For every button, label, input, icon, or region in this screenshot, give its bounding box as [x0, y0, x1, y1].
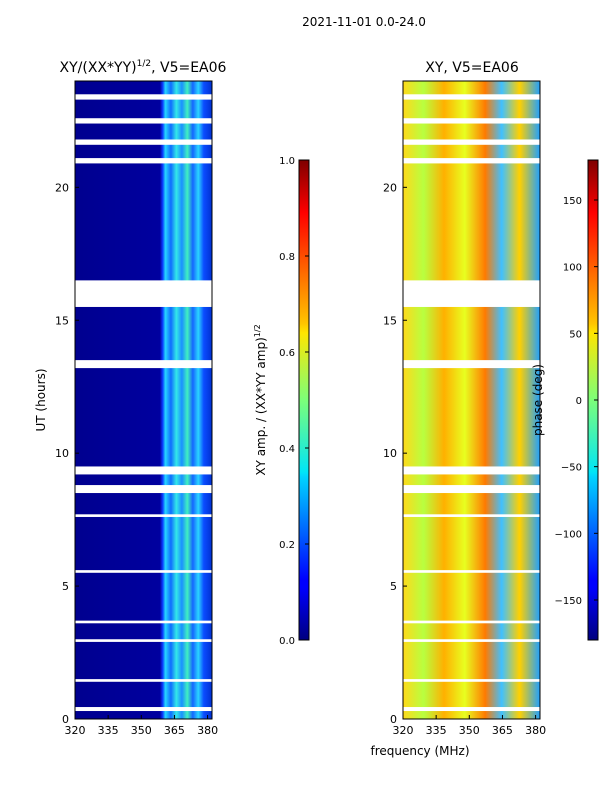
colorbar-tick-label: −150 [555, 596, 582, 607]
colorbar-tick-label: 0.6 [279, 348, 295, 359]
colorbar-tick-label: 100 [563, 263, 582, 274]
right-panel-title: XY, V5=EA06 [425, 60, 519, 76]
flagged-band [403, 514, 540, 517]
flagged-band [75, 639, 212, 642]
flagged-band [403, 466, 540, 475]
colorbar-tick-label: 0.8 [279, 252, 295, 263]
flagged-band [403, 707, 540, 712]
colorbar-tick-label: 50 [569, 329, 582, 340]
x-tick-label: 365 [164, 724, 185, 737]
x-tick-label: 335 [98, 724, 119, 737]
y-tick-label: 10 [383, 447, 397, 460]
x-tick-label: 380 [197, 724, 218, 737]
flagged-band [403, 158, 540, 164]
right-colorbar: −150 −100 −50 0 50 100 150 phase (deg) [531, 159, 599, 641]
flagged-band [75, 485, 212, 494]
right-colorbar-label: phase (deg) [531, 364, 545, 436]
left-axes-frame [74, 80, 213, 720]
flagged-band [403, 485, 540, 494]
flagged-band [75, 514, 212, 517]
flagged-band [75, 280, 212, 307]
colorbar-tick-label: 0.2 [279, 540, 295, 551]
right-panel: XY, V5=EA06 320 335 350 365 380 0 5 10 15 20 fre… [370, 60, 546, 758]
colorbar-tick-label: −50 [561, 463, 582, 474]
flagged-band [75, 94, 212, 100]
flagged-band [403, 360, 540, 369]
flagged-band [403, 94, 540, 100]
y-tick-label: 0 [390, 713, 397, 726]
colorbar-tick-label: −100 [555, 529, 582, 540]
left-colorbar: 0.0 0.2 0.4 0.6 0.8 1.0 XY amp. / (XX*YY amp)… [253, 156, 310, 647]
y-tick-label: 0 [62, 713, 69, 726]
flagged-band [403, 639, 540, 642]
left-colorbar-label: XY amp. / (XX*YY amp)1/2 [253, 324, 268, 475]
flagged-band [403, 679, 540, 682]
left-colorbar-gradient [298, 159, 310, 641]
y-tick-label: 10 [55, 447, 69, 460]
x-tick-label: 380 [525, 724, 546, 737]
x-tick-label: 320 [393, 724, 414, 737]
flagged-band [403, 570, 540, 573]
left-panel-title: XY/(XX*YY)1/2, V5=EA06 [60, 59, 227, 76]
x-tick-label: 320 [65, 724, 86, 737]
colorbar-tick-label: 0.4 [279, 444, 295, 455]
figure-title: 2021-11-01 0.0-24.0 [302, 15, 426, 29]
flagged-band [75, 466, 212, 475]
y-tick-label: 15 [383, 314, 397, 327]
left-heatmap [75, 81, 212, 719]
y-tick-label: 5 [390, 580, 397, 593]
left-y-axis-label: UT (hours) [34, 368, 48, 431]
colorbar-tick-label: 1.0 [279, 156, 295, 167]
x-tick-label: 350 [459, 724, 480, 737]
y-tick-label: 20 [55, 181, 69, 194]
left-panel: XY/(XX*YY)1/2, V5=EA06 320 335 350 365 380 0… [34, 59, 227, 737]
flagged-band [75, 158, 212, 164]
colorbar-tick-label: 150 [563, 196, 582, 207]
flagged-band [403, 139, 540, 145]
flagged-band [75, 620, 212, 624]
x-tick-label: 335 [426, 724, 447, 737]
flagged-band [403, 280, 540, 307]
x-axis-label: frequency (MHz) [370, 744, 469, 758]
flagged-band [403, 620, 540, 624]
colorbar-tick-label: 0 [576, 396, 582, 407]
flagged-band [75, 570, 212, 573]
x-tick-label: 350 [131, 724, 152, 737]
y-tick-label: 15 [55, 314, 69, 327]
right-axes-frame [402, 80, 541, 720]
flagged-band [75, 707, 212, 712]
flagged-band [75, 679, 212, 682]
x-tick-label: 365 [492, 724, 513, 737]
colorbar-tick-label: 0.0 [279, 636, 295, 647]
right-heatmap [403, 81, 540, 719]
y-tick-label: 20 [383, 181, 397, 194]
y-tick-label: 5 [62, 580, 69, 593]
flagged-band [75, 360, 212, 369]
flagged-band [75, 118, 212, 124]
flagged-band [403, 118, 540, 124]
flagged-band [75, 139, 212, 145]
